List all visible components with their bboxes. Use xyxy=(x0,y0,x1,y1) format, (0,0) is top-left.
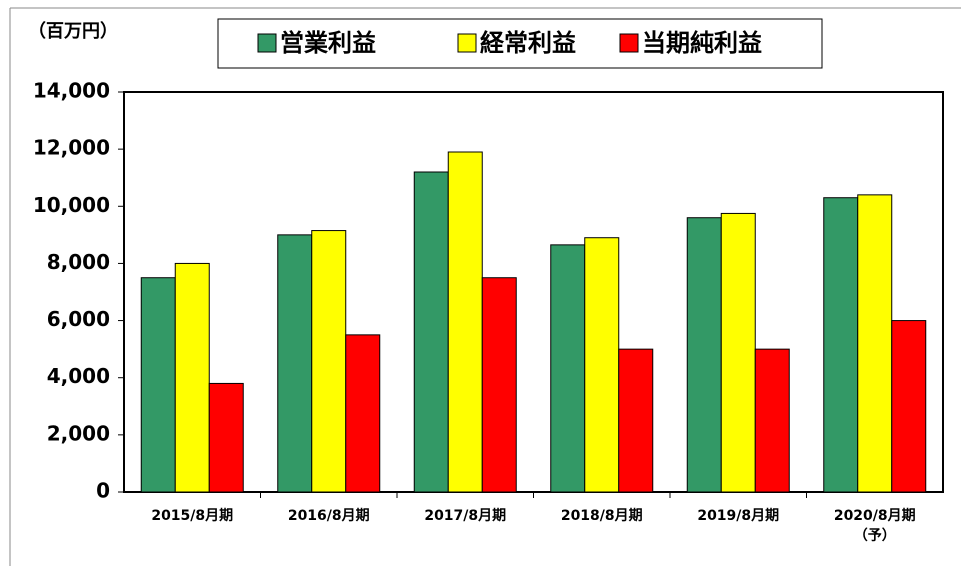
y-tick-label: 6,000 xyxy=(47,307,110,331)
bar xyxy=(584,237,620,493)
x-tick-label: 2019/8月期 xyxy=(697,508,780,524)
bar xyxy=(208,382,244,493)
bar xyxy=(413,171,449,493)
legend-swatch xyxy=(457,33,477,53)
bar xyxy=(720,212,756,493)
legend-swatch xyxy=(257,33,277,53)
y-tick-label: 2,000 xyxy=(47,421,110,445)
legend-label: 当期純利益 xyxy=(642,29,762,57)
x-tick-label: 2016/8月期 xyxy=(287,508,370,524)
x-tick-label: 2017/8月期 xyxy=(424,508,507,524)
bar xyxy=(140,277,176,493)
unit-label: （百万円） xyxy=(28,21,118,42)
legend-label: 経常利益 xyxy=(480,29,576,57)
bar xyxy=(447,151,483,493)
x-tick-label: 2020/8月期 （予） xyxy=(833,508,916,544)
legend-label: 営業利益 xyxy=(280,29,376,57)
y-tick-label: 10,000 xyxy=(33,193,110,217)
legend-swatch xyxy=(619,33,639,53)
bar xyxy=(823,197,859,493)
bar xyxy=(174,262,210,493)
y-tick-label: 0 xyxy=(96,479,110,503)
bar xyxy=(550,244,586,493)
plot-area xyxy=(123,91,944,493)
x-tick-label: 2015/8月期 xyxy=(151,508,234,524)
legend-box xyxy=(217,18,823,69)
y-tick-label: 8,000 xyxy=(47,250,110,274)
bar xyxy=(618,348,654,493)
x-tick-label: 2018/8月期 xyxy=(560,508,643,524)
bar xyxy=(481,277,517,493)
bar xyxy=(686,217,722,493)
y-tick-label: 4,000 xyxy=(47,364,110,388)
bar xyxy=(311,230,347,493)
y-tick-label: 12,000 xyxy=(33,136,110,160)
bar xyxy=(754,348,790,493)
bar xyxy=(857,194,893,493)
bar xyxy=(345,334,381,493)
bar xyxy=(277,234,313,493)
y-tick-label: 14,000 xyxy=(33,79,110,103)
bar xyxy=(891,320,927,493)
